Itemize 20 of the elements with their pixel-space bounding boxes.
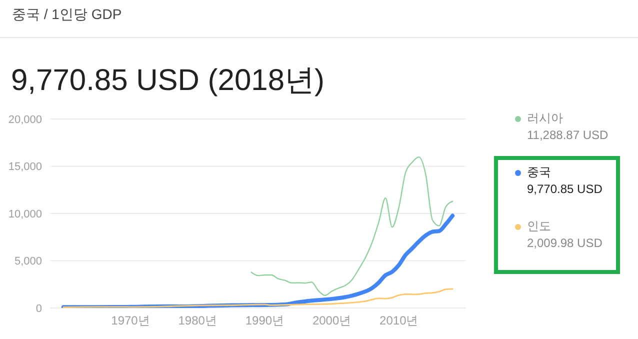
chart-subtitle: 9,770.85 USD (2018년) — [11, 63, 325, 99]
y-tick-label: 10,000 — [8, 208, 42, 220]
legend-label: 인도 — [527, 218, 551, 235]
x-tick-label: 1990년 — [245, 314, 284, 328]
line-series — [62, 288, 454, 308]
x-tick-label: 1980년 — [178, 314, 217, 328]
text: 2,009.98 USD — [527, 236, 604, 250]
text: 11,288.87 USD — [527, 128, 608, 142]
x-tick-label: 2000년 — [312, 314, 352, 328]
x-tick-label: 1970년 — [111, 314, 150, 328]
text: 9,770.85 USD — [527, 182, 604, 196]
legend-label: 러시아 — [527, 110, 563, 127]
x-tick-label: 2010년 — [380, 314, 418, 328]
chart-title: 중국 / 1인당 GDP — [12, 6, 122, 24]
y-tick-label: 20,000 — [8, 114, 42, 126]
y-tick-label: 5,000 — [14, 256, 42, 268]
legend-label: 중국 — [527, 164, 551, 181]
y-tick-label: 15,000 — [8, 161, 42, 174]
y-tick-label: 0 — [36, 302, 42, 315]
line-series — [250, 156, 454, 296]
